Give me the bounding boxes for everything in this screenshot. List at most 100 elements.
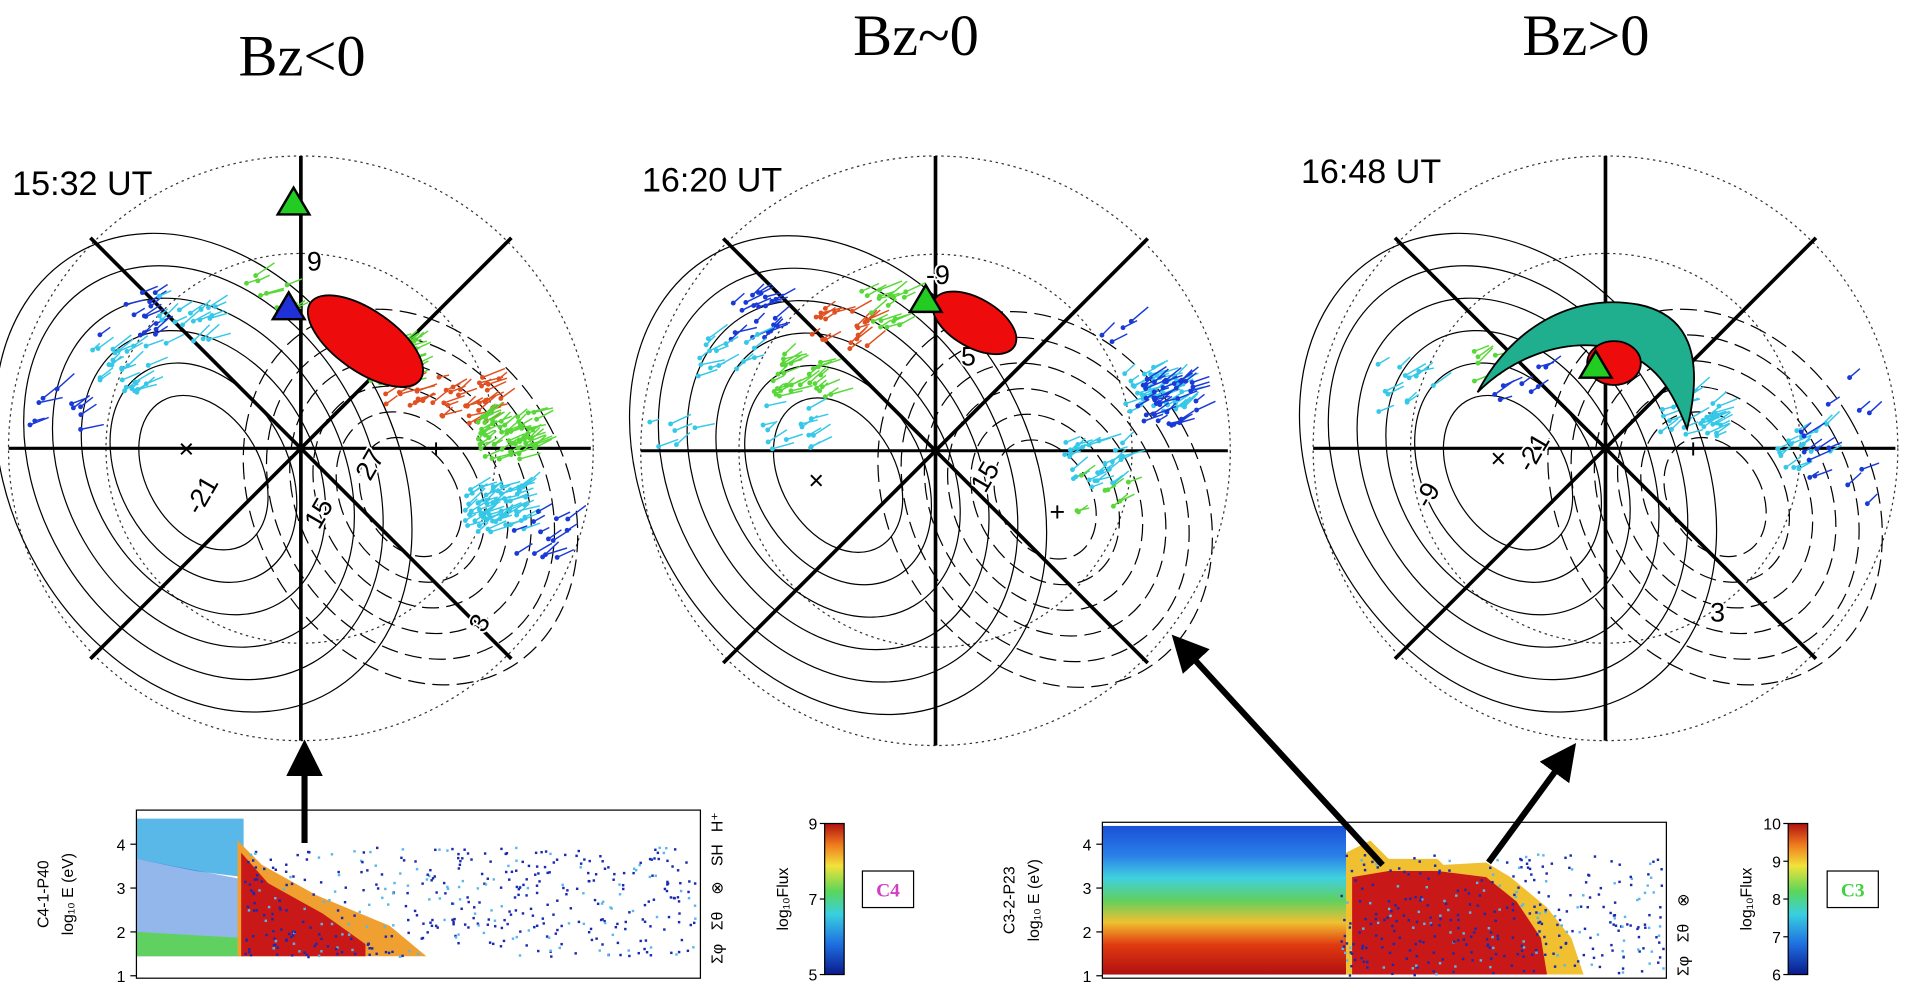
flow-vector bbox=[790, 385, 813, 392]
flux-pixel bbox=[467, 926, 470, 929]
flux-pixel bbox=[535, 865, 539, 868]
flux-pixel bbox=[375, 846, 379, 850]
flux-pixel bbox=[1589, 936, 1592, 940]
flux-pixel bbox=[1361, 947, 1364, 950]
flow-vector bbox=[767, 429, 788, 443]
axis-line bbox=[721, 237, 1150, 665]
vector-dot bbox=[69, 401, 74, 407]
vector-dot bbox=[253, 273, 259, 278]
flux-pixel bbox=[438, 897, 442, 900]
flow-vector bbox=[1660, 417, 1679, 433]
flow-vector bbox=[530, 428, 545, 440]
vector-dot bbox=[480, 414, 485, 420]
vector-dot bbox=[430, 400, 436, 406]
flow-vector bbox=[889, 280, 908, 296]
vector-dot bbox=[1188, 388, 1194, 394]
flux-pixel bbox=[493, 919, 497, 922]
flux-pixel bbox=[554, 932, 558, 935]
flux-pixel bbox=[1415, 954, 1418, 958]
flow-vector bbox=[781, 358, 803, 366]
flux-pixel bbox=[1430, 923, 1433, 927]
vector-dot bbox=[820, 337, 826, 342]
flow-vector bbox=[29, 416, 50, 426]
vector-dot bbox=[1671, 404, 1676, 410]
vector-dot bbox=[797, 382, 803, 388]
flux-pixel bbox=[1349, 922, 1352, 925]
flux-pixel bbox=[1343, 934, 1347, 938]
vector-dot bbox=[1783, 464, 1789, 470]
flux-pixel bbox=[669, 896, 673, 899]
vector-dot bbox=[456, 392, 461, 398]
vector-dot bbox=[156, 293, 162, 299]
flow-vector bbox=[813, 423, 832, 436]
vector-dot bbox=[1141, 371, 1147, 377]
vector-dot bbox=[1705, 430, 1711, 436]
flow-vector bbox=[491, 452, 512, 460]
flux-pixel bbox=[1468, 911, 1472, 914]
flux-pixel bbox=[515, 859, 518, 862]
flow-vector bbox=[56, 372, 75, 390]
vector-dot bbox=[498, 418, 504, 424]
flux-pixel bbox=[577, 920, 581, 924]
flux-pixel bbox=[1556, 954, 1559, 957]
vector-dot bbox=[1700, 418, 1706, 423]
flux-pixel bbox=[340, 916, 344, 920]
flow-vector bbox=[1868, 400, 1883, 414]
flow-vector bbox=[1816, 436, 1836, 450]
vector-dot bbox=[751, 345, 757, 351]
flux-pixel bbox=[1541, 865, 1545, 868]
flux-pixel bbox=[1636, 898, 1639, 902]
flow-vector bbox=[495, 489, 509, 501]
flux-pixel bbox=[1358, 931, 1361, 934]
flux-pixel bbox=[666, 882, 670, 885]
flux-pixel bbox=[426, 931, 429, 934]
flow-vector bbox=[495, 506, 513, 523]
flux-pixel bbox=[1432, 970, 1435, 973]
flow-vector bbox=[1111, 333, 1128, 343]
vector-dot bbox=[493, 497, 499, 503]
vector-dot bbox=[703, 342, 709, 348]
flux-pixel bbox=[430, 924, 434, 928]
vector-dot bbox=[110, 346, 116, 352]
flow-vector bbox=[161, 302, 179, 321]
flux-pixel bbox=[353, 914, 356, 917]
flux-pixel bbox=[546, 871, 549, 875]
flux-pixel bbox=[686, 949, 690, 953]
flux-pixel bbox=[582, 892, 585, 895]
flow-vector bbox=[1384, 381, 1404, 392]
flux-pixel bbox=[527, 864, 531, 868]
flux-pixel bbox=[502, 939, 506, 943]
flux-pixel bbox=[292, 934, 295, 937]
vector-dot bbox=[1123, 401, 1129, 407]
flux-pixel bbox=[335, 947, 338, 951]
flux-pixel bbox=[254, 850, 258, 854]
flow-vector bbox=[1173, 372, 1193, 385]
flux-pixel bbox=[1621, 925, 1624, 928]
flow-vector bbox=[783, 350, 803, 364]
flow-vector bbox=[864, 309, 878, 323]
flux-pixel bbox=[406, 884, 410, 887]
flux-pixel bbox=[685, 861, 688, 864]
vector-dot bbox=[468, 487, 473, 493]
flux-pixel bbox=[647, 900, 651, 903]
flux-pixel bbox=[422, 922, 425, 925]
flux-pixel bbox=[688, 880, 691, 883]
plus-marker: + bbox=[1685, 434, 1701, 464]
vector-dot bbox=[1404, 399, 1410, 405]
vector-dot bbox=[1801, 433, 1807, 439]
flux-pixel bbox=[492, 878, 496, 881]
vector-dot bbox=[1193, 398, 1199, 404]
flow-vector bbox=[500, 387, 516, 400]
vector-dot bbox=[822, 394, 828, 400]
vector-dot bbox=[514, 512, 520, 518]
vector-dot bbox=[713, 348, 719, 354]
flux-pixel bbox=[1432, 951, 1436, 954]
flux-pixel bbox=[1396, 907, 1400, 910]
flow-vector bbox=[763, 321, 781, 338]
vector-dot bbox=[1073, 445, 1079, 450]
flow-vector bbox=[504, 414, 518, 426]
vector-dot bbox=[807, 380, 813, 386]
flux-pixel bbox=[347, 923, 351, 926]
vector-dot bbox=[1127, 408, 1133, 414]
flux-pixel bbox=[542, 922, 545, 925]
